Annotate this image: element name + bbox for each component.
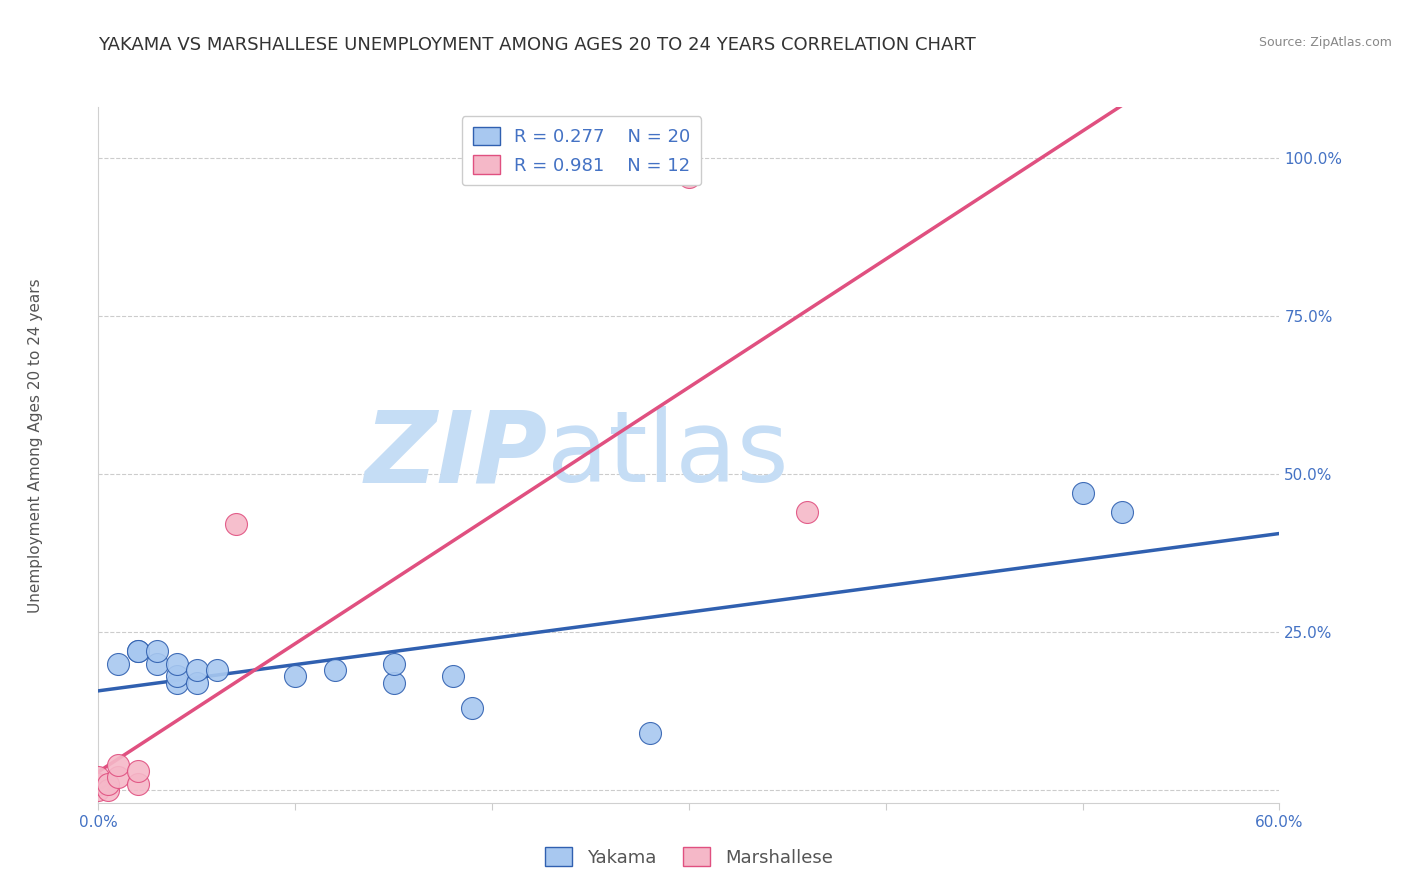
- Point: [1111, 505, 1133, 519]
- Text: Unemployment Among Ages 20 to 24 years: Unemployment Among Ages 20 to 24 years: [28, 278, 42, 614]
- Point: [166, 657, 188, 671]
- Point: [127, 644, 149, 658]
- Point: [127, 764, 149, 779]
- Point: [1071, 486, 1094, 500]
- Point: [146, 644, 169, 658]
- Point: [323, 663, 346, 677]
- Text: YAKAMA VS MARSHALLESE UNEMPLOYMENT AMONG AGES 20 TO 24 YEARS CORRELATION CHART: YAKAMA VS MARSHALLESE UNEMPLOYMENT AMONG…: [98, 36, 976, 54]
- Text: atlas: atlas: [547, 407, 789, 503]
- Text: Source: ZipAtlas.com: Source: ZipAtlas.com: [1258, 36, 1392, 49]
- Legend: R = 0.277    N = 20, R = 0.981    N = 12: R = 0.277 N = 20, R = 0.981 N = 12: [461, 116, 702, 186]
- Point: [87, 783, 110, 797]
- Point: [127, 777, 149, 791]
- Point: [127, 644, 149, 658]
- Point: [97, 777, 120, 791]
- Point: [678, 169, 700, 184]
- Point: [186, 675, 208, 690]
- Legend: Yakama, Marshallese: Yakama, Marshallese: [538, 840, 839, 874]
- Point: [146, 657, 169, 671]
- Point: [461, 701, 484, 715]
- Text: ZIP: ZIP: [364, 407, 547, 503]
- Point: [107, 757, 129, 772]
- Point: [638, 726, 661, 740]
- Point: [284, 669, 307, 683]
- Point: [225, 517, 247, 532]
- Point: [166, 669, 188, 683]
- Point: [97, 783, 120, 797]
- Point: [796, 505, 818, 519]
- Point: [382, 657, 405, 671]
- Point: [87, 777, 110, 791]
- Point: [166, 675, 188, 690]
- Point: [205, 663, 228, 677]
- Point: [107, 771, 129, 785]
- Point: [87, 771, 110, 785]
- Point: [382, 675, 405, 690]
- Point: [107, 657, 129, 671]
- Point: [186, 663, 208, 677]
- Point: [441, 669, 464, 683]
